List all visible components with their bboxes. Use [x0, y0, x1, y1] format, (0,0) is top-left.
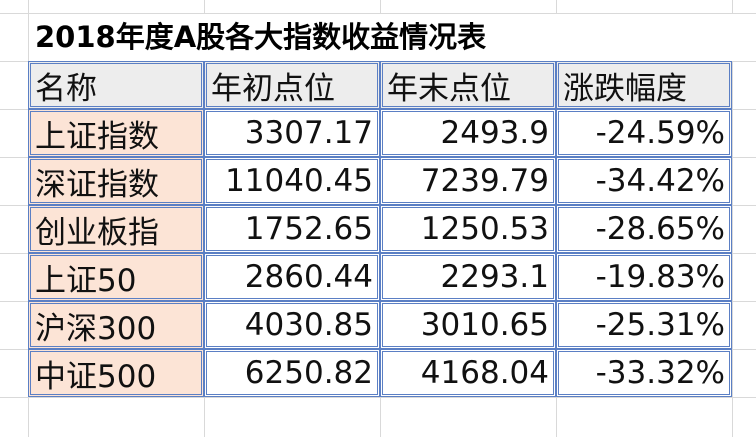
table-row: 上证50 2860.44 2293.1 -19.83%	[28, 253, 732, 301]
end-value-cell[interactable]: 3010.65	[380, 301, 556, 349]
index-name-cell[interactable]: 沪深300	[28, 301, 204, 349]
end-value-cell[interactable]: 4168.04	[380, 349, 556, 397]
change-cell[interactable]: -25.31%	[556, 301, 732, 349]
start-value-cell[interactable]: 4030.85	[204, 301, 380, 349]
table-row: 沪深300 4030.85 3010.65 -25.31%	[28, 301, 732, 349]
table-title[interactable]: 2018年度A股各大指数收益情况表	[29, 14, 733, 61]
header-cell[interactable]: 涨跌幅度	[556, 61, 732, 109]
end-value-cell[interactable]: 2293.1	[380, 253, 556, 301]
index-name-cell[interactable]: 上证指数	[28, 109, 204, 157]
change-cell[interactable]: -28.65%	[556, 205, 732, 253]
change-cell[interactable]: -33.32%	[556, 349, 732, 397]
table-row: 深证指数 11040.45 7239.79 -34.42%	[28, 157, 732, 205]
change-cell[interactable]: -19.83%	[556, 253, 732, 301]
start-value-cell[interactable]: 11040.45	[204, 157, 380, 205]
start-value-cell[interactable]: 6250.82	[204, 349, 380, 397]
start-value-cell[interactable]: 3307.17	[204, 109, 380, 157]
start-value-cell[interactable]: 1752.65	[204, 205, 380, 253]
index-name-cell[interactable]: 深证指数	[28, 157, 204, 205]
header-cell[interactable]: 名称	[28, 61, 204, 109]
table-row: 上证指数 3307.17 2493.9 -24.59%	[28, 109, 732, 157]
index-name-cell[interactable]: 中证500	[28, 349, 204, 397]
end-value-cell[interactable]: 1250.53	[380, 205, 556, 253]
change-cell[interactable]: -34.42%	[556, 157, 732, 205]
header-row: 名称 年初点位 年末点位 涨跌幅度	[28, 61, 732, 109]
change-cell[interactable]: -24.59%	[556, 109, 732, 157]
table-row: 中证500 6250.82 4168.04 -33.32%	[28, 349, 732, 397]
index-name-cell[interactable]: 创业板指	[28, 205, 204, 253]
header-cell[interactable]: 年末点位	[380, 61, 556, 109]
end-value-cell[interactable]: 7239.79	[380, 157, 556, 205]
header-cell[interactable]: 年初点位	[204, 61, 380, 109]
end-value-cell[interactable]: 2493.9	[380, 109, 556, 157]
index-name-cell[interactable]: 上证50	[28, 253, 204, 301]
index-returns-table: 名称 年初点位 年末点位 涨跌幅度 上证指数 3307.17 2493.9 -24.5…	[28, 61, 732, 397]
start-value-cell[interactable]: 2860.44	[204, 253, 380, 301]
table-row: 创业板指 1752.65 1250.53 -28.65%	[28, 205, 732, 253]
